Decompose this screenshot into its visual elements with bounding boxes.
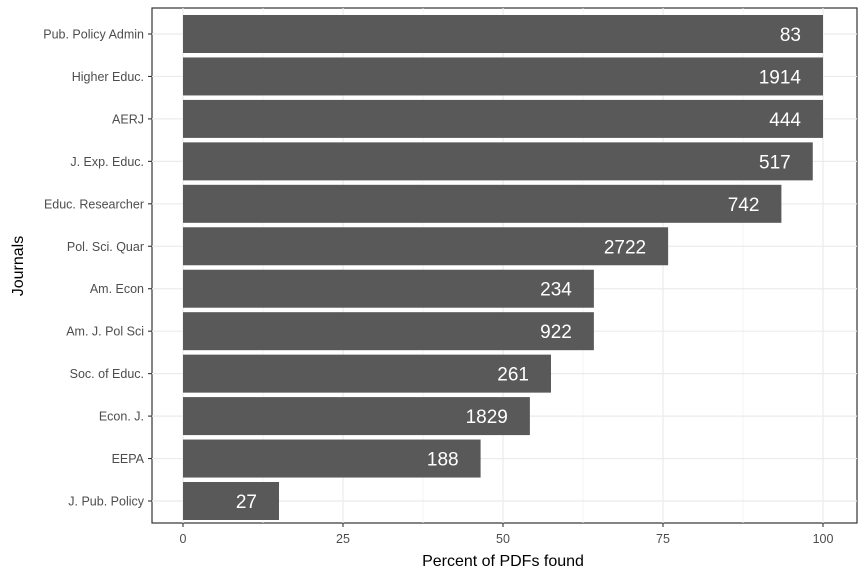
bar: [183, 184, 782, 223]
bar-value-label: 27: [236, 492, 257, 513]
y-tick-label: J. Exp. Educ.: [70, 155, 144, 169]
y-tick-label: Educ. Researcher: [44, 197, 144, 211]
bar-value-label: 742: [728, 195, 760, 216]
bar-value-label: 188: [427, 450, 459, 471]
bar: [183, 99, 823, 138]
y-tick-label: Am. Econ: [90, 282, 144, 296]
x-axis: 0 25 50 75 100: [180, 523, 834, 546]
y-tick-label: Soc. of Educ.: [70, 367, 144, 381]
bar-value-label: 922: [540, 322, 572, 343]
bar: [183, 15, 823, 53]
y-tick-label: EEPA: [112, 452, 145, 466]
y-tick-label: Pol. Sci. Quar: [67, 240, 144, 254]
y-tick-label: J. Pub. Policy: [68, 495, 144, 509]
bar-value-label: 234: [540, 280, 572, 301]
y-tick-label: Econ. J.: [99, 410, 144, 424]
bar: [183, 57, 823, 96]
x-tick-label: 100: [813, 532, 834, 546]
bar-value-label: 83: [780, 25, 801, 46]
bar-value-label: 2722: [604, 237, 646, 258]
bar: [183, 269, 594, 308]
bar-value-label: 1914: [759, 67, 802, 88]
bar: [183, 354, 551, 393]
y-tick-label: Higher Educ.: [72, 70, 144, 84]
bar-labels: 83 1914 444 517 742 2722 234 922 261 1829 188 27: [236, 25, 802, 513]
bar-value-label: 261: [497, 365, 529, 386]
bar: [183, 312, 594, 351]
bar: [183, 397, 530, 436]
x-tick-label: 50: [496, 532, 510, 546]
bars: [183, 15, 823, 520]
x-tick-label: 25: [336, 532, 350, 546]
y-tick-label: Am. J. Pol Sci: [66, 325, 144, 339]
y-axis: Pub. Policy Admin Higher Educ. AERJ J. Exp.…: [43, 28, 152, 509]
x-axis-title: Percent of PDFs found: [422, 553, 584, 570]
bar: [183, 482, 279, 520]
bar: [183, 142, 813, 181]
x-tick-label: 75: [656, 532, 670, 546]
bar: [183, 227, 669, 266]
bar-value-label: 444: [769, 110, 801, 131]
bar-value-label: 517: [759, 152, 791, 173]
y-axis-title: Journals: [10, 236, 27, 296]
y-tick-label: AERJ: [112, 112, 144, 126]
bar-value-label: 1829: [466, 407, 508, 428]
y-tick-label: Pub. Policy Admin: [43, 28, 144, 42]
x-tick-label: 0: [180, 532, 187, 546]
bar: [183, 439, 481, 478]
